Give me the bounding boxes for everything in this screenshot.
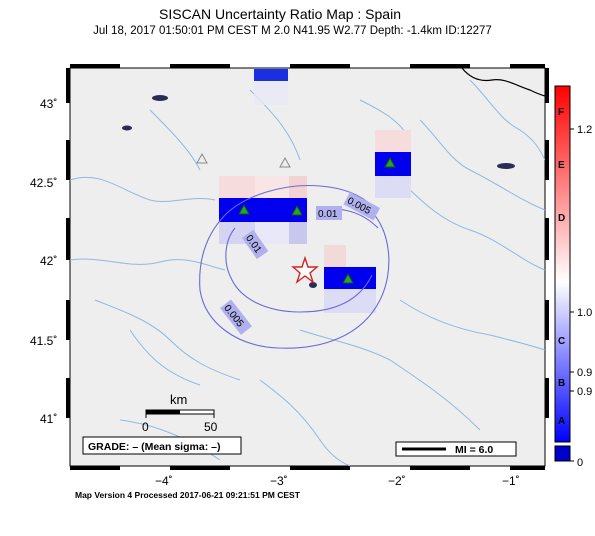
grade-text: GRADE: – (Mean sigma: –) xyxy=(88,441,220,453)
colorbar-letter: A xyxy=(558,416,565,427)
colorbar-value: 0 xyxy=(577,457,583,469)
lat-tick-label: 43˚ xyxy=(40,97,57,111)
colorbar-letter: F xyxy=(558,107,564,118)
frame-ticks xyxy=(66,64,549,470)
contour-label: 0.01 xyxy=(318,209,338,220)
lat-tick-label: 42.5˚ xyxy=(30,176,57,190)
lon-tick-label: −1˚ xyxy=(502,474,520,488)
colorbar-letter: B xyxy=(558,378,565,389)
colorbar-value: 0.9 xyxy=(577,367,592,379)
scale-unit: km xyxy=(170,392,187,407)
colorbar-value: 1.2 xyxy=(577,124,592,136)
scale-end: 50 xyxy=(204,420,218,434)
colorbar-value: 1.0 xyxy=(577,307,592,319)
grade-box: GRADE: – (Mean sigma: –) xyxy=(82,436,242,455)
station-marker xyxy=(291,204,303,216)
colorbar: F E D C B A 1.2 1.0 0.9 0.9 0 xyxy=(554,85,592,469)
coastline xyxy=(122,67,546,288)
lon-tick-label: −2˚ xyxy=(388,474,406,488)
colorbar-letter: E xyxy=(558,160,565,171)
lat-tick-label: 42˚ xyxy=(40,254,57,268)
colorbar-letter: C xyxy=(558,336,565,347)
map-title: SISCAN Uncertainty Ratio Map : Spain xyxy=(159,6,401,22)
uncertainty-cells xyxy=(219,69,411,313)
station-marker xyxy=(342,272,354,284)
epicenter-star xyxy=(291,255,319,284)
contour-lines xyxy=(199,184,390,349)
lat-tick-label: 41.5˚ xyxy=(30,334,57,348)
colorbar-value: 0.9 xyxy=(577,386,592,398)
mi-label: MI = 6.0 xyxy=(455,444,493,456)
scale-bar: km 0 50 xyxy=(142,392,218,434)
lon-tick-label: −3˚ xyxy=(270,474,288,488)
lon-tick-label: −4˚ xyxy=(155,474,173,488)
event-subtitle: Jul 18, 2017 01:50:01 PM CEST M 2.0 N41.… xyxy=(93,25,492,37)
colorbar-letter: D xyxy=(558,213,565,224)
lat-tick-label: 41˚ xyxy=(40,412,57,426)
footer-text: Map Version 4 Processed 2017-06-21 09:21… xyxy=(75,490,300,500)
scale-start: 0 xyxy=(142,420,149,434)
stations xyxy=(196,152,396,284)
mi-legend: MI = 6.0 xyxy=(395,441,517,457)
station-marker xyxy=(238,203,250,215)
rivers xyxy=(69,79,546,467)
station-marker xyxy=(384,156,396,168)
